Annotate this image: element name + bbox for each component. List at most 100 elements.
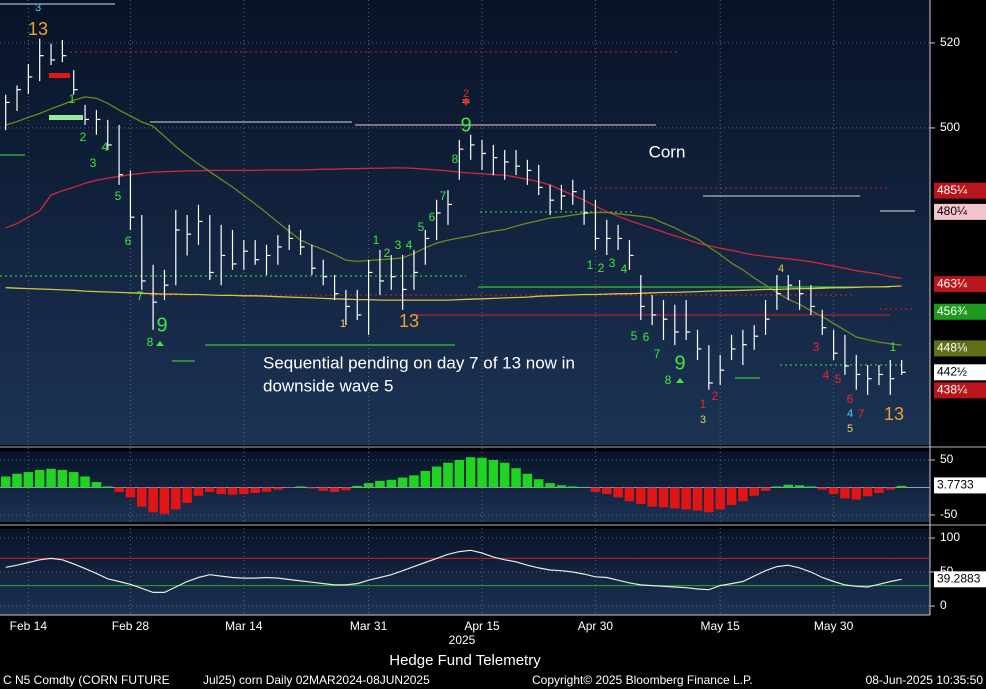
histogram-bar — [420, 470, 431, 488]
price-label-box — [934, 382, 986, 399]
annotation: 2 — [598, 261, 605, 275]
annotation: 8 — [452, 152, 459, 166]
histogram-bar — [239, 487, 249, 495]
annotation: Corn — [649, 142, 686, 161]
histogram-bar — [0, 476, 11, 488]
histogram-bar — [34, 469, 45, 488]
price-label-box — [934, 203, 986, 220]
arrow — [462, 99, 470, 106]
histogram-bar — [465, 457, 476, 488]
histogram-bar — [862, 487, 873, 497]
histogram-bar — [692, 487, 703, 511]
histogram-bar — [511, 468, 521, 488]
y-tick-label: 0 — [940, 598, 947, 612]
annotation: 13 — [399, 311, 419, 331]
annotation: 4 — [823, 368, 830, 382]
annotation: 5 — [835, 372, 842, 386]
y-tick-label: 500 — [940, 120, 960, 134]
histogram-bar — [738, 487, 748, 502]
histogram-bar — [488, 459, 499, 488]
histogram-bar — [23, 472, 34, 488]
footer-copyright: Copyright© 2025 Bloomberg Finance L.P. — [532, 673, 753, 687]
annotation: 9 — [460, 114, 471, 136]
level-marker — [49, 73, 70, 78]
price-label-box — [934, 364, 986, 381]
histogram-bar — [817, 487, 828, 490]
last-value-box — [934, 571, 986, 588]
histogram-bar — [783, 484, 793, 488]
annotation: 3 — [395, 238, 402, 252]
last-value-label: 39.2883 — [937, 571, 981, 585]
annotation: 1 — [373, 233, 380, 247]
histogram-bar — [341, 487, 351, 491]
histogram-bar — [12, 473, 22, 488]
annotation: 6 — [125, 234, 132, 248]
price-label-box — [934, 303, 986, 320]
y-tick-label: 50 — [940, 452, 954, 466]
histogram-bar — [329, 487, 340, 492]
annotation: 7 — [137, 289, 144, 303]
annotation: 3 — [813, 340, 820, 354]
histogram-bar — [522, 473, 533, 488]
last-value-box — [934, 477, 986, 494]
moving-average — [5, 96, 902, 346]
annotation: 1 — [890, 340, 897, 354]
price-label-box — [934, 340, 986, 357]
price-label: 456¾ — [937, 304, 968, 318]
annotation: 6 — [429, 210, 436, 224]
histogram-bar — [896, 485, 907, 488]
histogram-bar — [556, 485, 567, 488]
histogram-bar — [851, 487, 862, 500]
annotation: 13 — [28, 19, 48, 39]
histogram-bar — [91, 481, 102, 488]
annotation: 3 — [700, 414, 706, 426]
histogram-bar — [533, 479, 544, 488]
note: Sequential pending on day 7 of 13 now in — [263, 353, 575, 372]
annotation: 2 — [80, 130, 87, 144]
annotation: 4 — [621, 262, 628, 276]
annotation: 13 — [884, 404, 904, 424]
annotation: 6 — [643, 330, 650, 344]
annotation: 8 — [147, 335, 154, 349]
x-tick-label: Apr 15 — [464, 619, 500, 633]
x-year-label: 2025 — [449, 633, 476, 647]
price-label: 442½ — [937, 364, 967, 378]
annotation: 5 — [631, 329, 638, 343]
histogram-bar — [397, 477, 408, 488]
histogram-bar — [159, 487, 170, 514]
annotation: 1 — [340, 318, 346, 330]
histogram-bar — [307, 487, 317, 489]
histogram-bar — [749, 487, 759, 496]
histogram-bar — [443, 462, 453, 488]
annotation: 5 — [418, 220, 425, 234]
price-label-box — [934, 182, 986, 199]
histogram-bar — [137, 487, 147, 507]
histogram-bar — [148, 487, 158, 513]
footer-title: Hedge Fund Telemetry — [389, 652, 541, 669]
histogram-bar — [874, 487, 884, 493]
histogram-bar — [715, 487, 725, 510]
histogram-bar — [670, 487, 680, 509]
price-label: 438¼ — [937, 383, 968, 397]
histogram-bar — [363, 483, 374, 488]
price-panel — [0, 0, 930, 445]
histogram-bar — [375, 480, 385, 488]
annotation: 9 — [156, 314, 167, 336]
x-tick-label: Feb 28 — [112, 619, 150, 633]
histogram-bar — [477, 457, 487, 488]
histogram-bar — [647, 487, 657, 507]
histogram-bar — [68, 472, 79, 488]
rsi-line — [5, 549, 902, 594]
histogram-bar — [318, 487, 328, 491]
histogram-bar — [250, 487, 260, 493]
footer-range: Jul25) corn Daily 02MAR2024-08JUN2025 — [203, 673, 430, 687]
histogram-bar — [726, 487, 737, 506]
histogram-bar — [273, 487, 283, 490]
histogram-bar — [681, 487, 691, 510]
moving-average — [5, 167, 902, 280]
histogram-bar — [760, 487, 771, 491]
histogram-bar — [499, 462, 510, 488]
histogram-bar — [454, 459, 465, 488]
histogram-bar — [125, 487, 136, 498]
level-marker — [49, 115, 83, 120]
